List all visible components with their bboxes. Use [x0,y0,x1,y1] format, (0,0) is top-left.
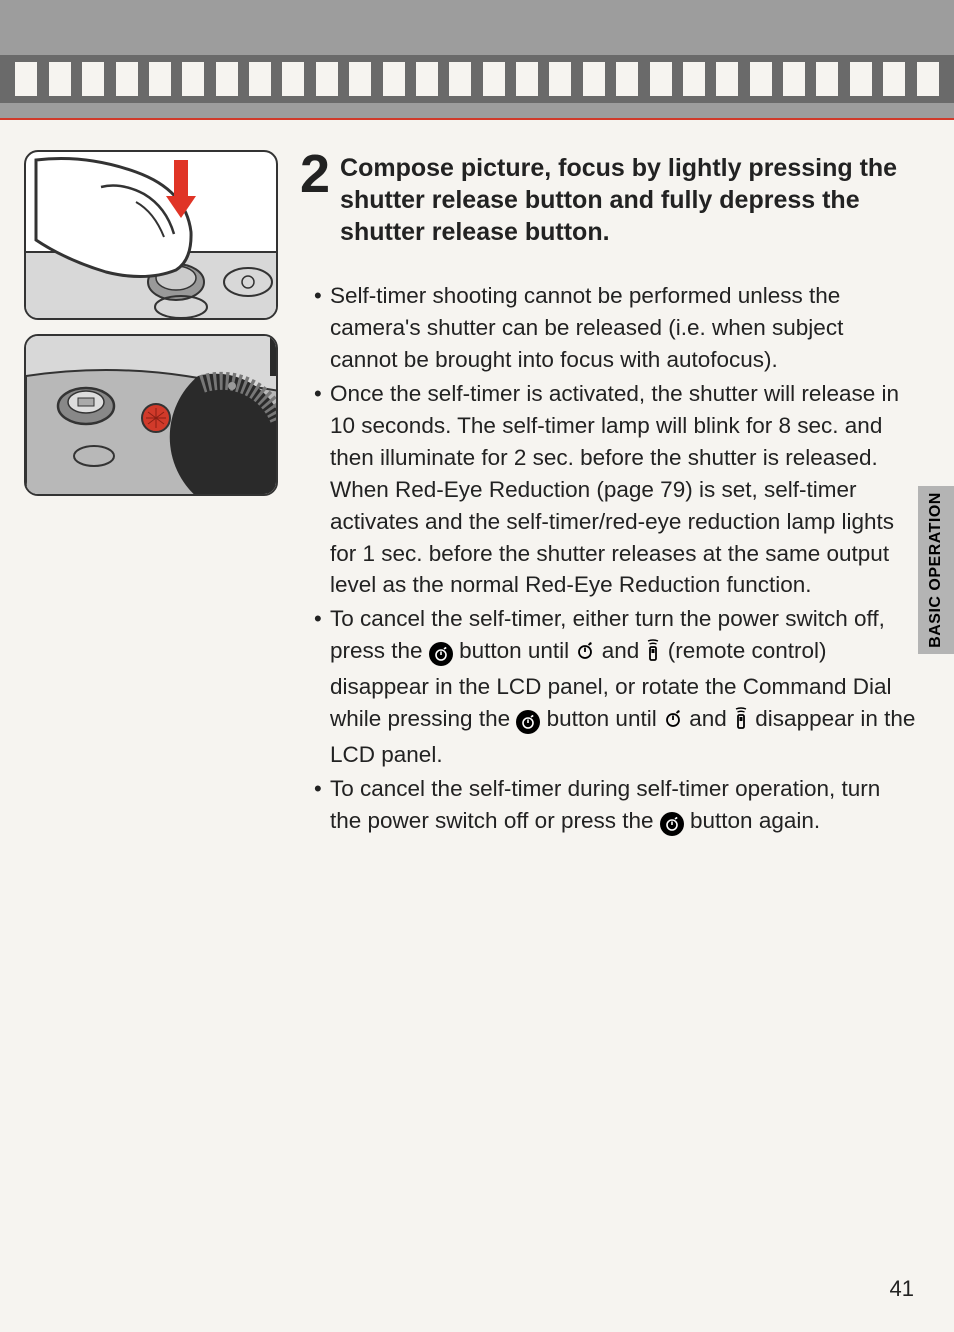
film-sprocket-hole [449,62,471,96]
film-sprocket-hole [917,62,939,96]
text-column: 2 Compose picture, focus by lightly pres… [300,150,924,839]
film-sprocket-hole [149,62,171,96]
timer-icon [663,705,683,737]
film-sprocket-hole [816,62,838,96]
film-sprocket-hole [549,62,571,96]
bullet-text: and [689,706,733,731]
film-sprocket-hole [82,62,104,96]
bullet-item: To cancel the self-timer during self-tim… [314,773,916,837]
film-sprocket-hole [49,62,71,96]
bullet-text: Self-timer shooting cannot be performed … [330,283,843,372]
film-sprocket-hole [416,62,438,96]
film-sprocket-hole [650,62,672,96]
section-tab-label: BASIC OPERATION [927,492,945,648]
bullet-item: Once the self-timer is activated, the sh… [314,378,916,602]
timer-icon [575,637,595,669]
film-sprocket-strip [0,55,954,103]
accent-divider [0,118,954,120]
film-sprocket-hole [883,62,905,96]
self-timer-button-icon [429,642,453,666]
film-sprocket-hole [216,62,238,96]
section-tab: BASIC OPERATION [918,486,954,654]
film-sprocket-hole [116,62,138,96]
film-sprocket-hole [750,62,772,96]
film-sprocket-hole [583,62,605,96]
film-sprocket-hole [282,62,304,96]
film-sprocket-hole [850,62,872,96]
film-sprocket-hole [15,62,37,96]
step-number: 2 [300,150,330,199]
self-timer-button-icon [516,710,540,734]
step-heading: 2 Compose picture, focus by lightly pres… [300,150,916,248]
film-sprocket-hole [716,62,738,96]
film-sprocket-hole [249,62,271,96]
bullet-text: and [602,638,646,663]
film-sprocket-hole [616,62,638,96]
illustration-column [24,150,278,839]
bullet-text: button until [459,638,575,663]
bullet-text: Once the self-timer is activated, the sh… [330,381,899,598]
film-sprocket-hole [483,62,505,96]
film-sprocket-hole [182,62,204,96]
self-timer-button-icon [660,812,684,836]
film-sprocket-hole [783,62,805,96]
film-sprocket-hole [516,62,538,96]
remote-icon [645,638,661,671]
film-sprocket-hole [316,62,338,96]
step-title: Compose picture, focus by lightly pressi… [340,150,916,248]
illustration-press-shutter [24,150,278,320]
film-sprocket-hole [383,62,405,96]
bullet-item: Self-timer shooting cannot be performed … [314,280,916,376]
remote-icon [733,706,749,739]
film-sprocket-hole [349,62,371,96]
page-number: 41 [890,1276,914,1302]
film-sprocket-hole [683,62,705,96]
header-bar [0,0,954,120]
bullet-text: button until [547,706,663,731]
illustration-camera-top [24,334,278,496]
main-content: 2 Compose picture, focus by lightly pres… [0,120,954,839]
bullet-item: To cancel the self-timer, either turn th… [314,603,916,771]
bullet-list: Self-timer shooting cannot be performed … [300,280,916,837]
bullet-text: button again. [690,808,820,833]
